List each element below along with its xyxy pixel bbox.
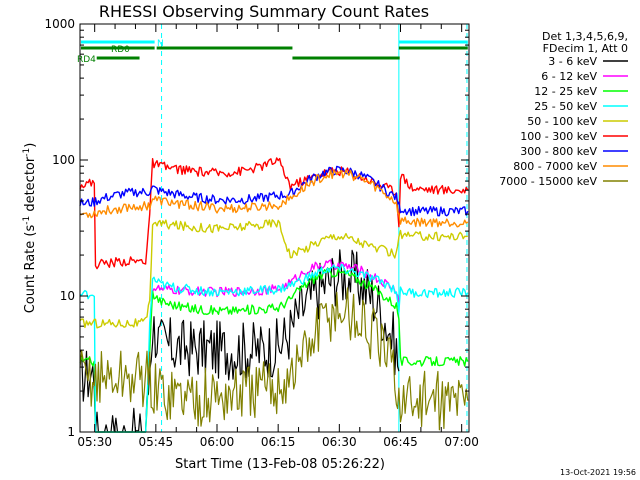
legend-entry: 12 - 25 keV	[534, 85, 628, 98]
series-line-6	[79, 165, 469, 217]
chart-title: RHESSI Observing Summary Count Rates	[99, 2, 429, 21]
x-tick-label: 06:30	[322, 435, 357, 449]
legend-entry: 7000 - 15000 keV	[499, 175, 628, 188]
flag-n: N	[81, 39, 468, 49]
generation-timestamp: 13-Oct-2021 19:56	[560, 468, 636, 477]
flag-label-rd4: RD4	[77, 55, 96, 65]
x-tick-label: 05:45	[139, 435, 174, 449]
x-tick-label: 07:00	[444, 435, 479, 449]
legend-entry-label: 100 - 300 keV	[520, 130, 597, 143]
legend-entry-label: 12 - 25 keV	[534, 85, 597, 98]
flag-rd0: RD0	[81, 45, 468, 55]
x-tick-label: 05:30	[77, 435, 112, 449]
x-axis: 05:30 05:45 06:00 06:15 06:30 06:45 07:00	[77, 24, 479, 449]
legend-header-line: FDecim 1, Att 0	[543, 42, 628, 55]
series-line-4	[79, 219, 468, 329]
legend-entry-label: 3 - 6 keV	[548, 55, 597, 68]
flag-rd4: RD4	[77, 55, 400, 65]
y-tick-label: 100	[52, 153, 75, 167]
y-axis-label-sup1: -1	[22, 216, 32, 225]
y-tick-label: 10	[60, 289, 75, 303]
y-axis-label-part2: detector	[23, 156, 38, 216]
legend-entry: 300 - 800 keV	[520, 145, 628, 158]
y-tick-label: 1	[67, 425, 75, 439]
legend-entry-label: 800 - 7000 keV	[513, 160, 597, 173]
y-axis-label-sup2: -1	[22, 148, 32, 157]
flag-label-n: N	[157, 39, 164, 49]
legend-entry: 50 - 100 keV	[527, 115, 628, 128]
legend-entry-label: 300 - 800 keV	[520, 145, 597, 158]
legend-header-line: Det 1,3,4,5,6,9,	[542, 30, 628, 43]
x-axis-label: Start Time (13-Feb-08 05:26:22)	[175, 457, 385, 472]
series-line-1	[151, 259, 400, 303]
x-tick-label: 06:00	[200, 435, 235, 449]
y-axis-label-part1: Count Rate (s	[23, 225, 38, 314]
y-axis-label-part3: )	[23, 143, 38, 148]
x-tick-label: 06:15	[261, 435, 296, 449]
flag-label-rd0: RD0	[111, 45, 130, 55]
legend-entry-label: 50 - 100 keV	[527, 115, 597, 128]
legend-entry-label: 6 - 12 keV	[541, 70, 597, 83]
x-tick-label: 06:45	[383, 435, 418, 449]
series-line-3	[79, 263, 469, 433]
data-flags: N RD0 RD4	[77, 39, 468, 65]
series-line-5	[79, 157, 469, 270]
legend-entry-label: 7000 - 15000 keV	[499, 175, 597, 188]
legend: Det 1,3,4,5,6,9,FDecim 1, Att 03 - 6 keV…	[499, 30, 628, 188]
plot-frame	[79, 23, 470, 433]
y-axis-label: Count Rate (s-1 detector-1)	[22, 143, 38, 314]
legend-entry: 100 - 300 keV	[520, 130, 628, 143]
y-axis: 1 10 100 1000	[44, 17, 469, 439]
legend-entry: 6 - 12 keV	[541, 70, 628, 83]
y-tick-label: 1000	[44, 17, 75, 31]
series-line-8	[79, 287, 469, 431]
legend-entry: 3 - 6 keV	[548, 55, 628, 68]
series-line-7	[80, 169, 469, 228]
legend-entry: 800 - 7000 keV	[513, 160, 628, 173]
legend-entry: 25 - 50 keV	[534, 100, 628, 113]
legend-entry-label: 25 - 50 keV	[534, 100, 597, 113]
